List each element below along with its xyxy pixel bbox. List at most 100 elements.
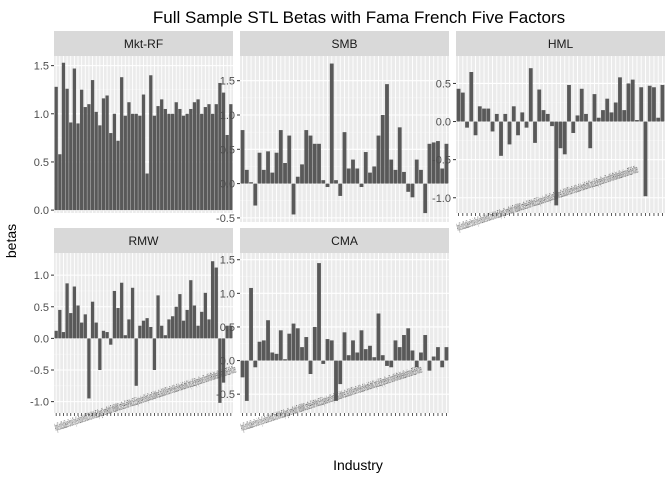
- bar-rlest: [652, 87, 656, 122]
- bar-drugs: [98, 338, 102, 370]
- panel-mkt-rf: Mkt-RF 0.0 0.5 1.0 1.5: [34, 31, 233, 217]
- bar-hardw: [178, 108, 182, 211]
- bar-rubbr: [516, 121, 520, 136]
- bar-hshld: [490, 121, 495, 132]
- bar-bldmt: [308, 360, 313, 375]
- bar-guns: [145, 318, 149, 339]
- bar-fun: [266, 320, 270, 361]
- bar-mines: [571, 121, 576, 133]
- bar-soda: [61, 332, 66, 339]
- y-tick-label: 0.0: [34, 333, 49, 345]
- bar-paper: [402, 171, 406, 184]
- panel-cma: CMA-0.50.00.51.01.5 AgricFoodSodaBeerSmok…: [216, 228, 449, 434]
- bar-books: [270, 172, 275, 184]
- bar-medeq: [94, 322, 98, 339]
- bar-fin: [440, 360, 445, 368]
- bar-guns: [346, 168, 351, 184]
- bar-util: [368, 345, 372, 361]
- bar-whlsl: [630, 79, 635, 122]
- bar-chips: [185, 309, 189, 339]
- bar-beer: [253, 183, 258, 206]
- bar-agric: [240, 360, 245, 378]
- panel-smb: SMB -0.5 0.0 0.5 1.0 1.5: [216, 31, 449, 225]
- panel-strip: [240, 31, 449, 56]
- bar-smoke: [257, 152, 262, 184]
- bar-cnstr: [528, 68, 533, 122]
- bar-meals: [423, 335, 428, 361]
- bar-elceq: [329, 340, 334, 361]
- bar-oil: [160, 325, 164, 339]
- bar-rtail: [419, 169, 423, 184]
- panel-strip: [240, 228, 449, 253]
- bar-rlest: [221, 338, 226, 383]
- bar-fin: [440, 168, 445, 184]
- bar-persv: [170, 316, 175, 339]
- bar-fabpr: [321, 180, 326, 184]
- bar-gold: [351, 159, 355, 184]
- bar-mines: [152, 115, 157, 211]
- y-tick-label: 1.0: [220, 288, 235, 300]
- bar-softw: [389, 159, 394, 184]
- bar-soda: [249, 287, 253, 361]
- bar-agric: [54, 86, 58, 211]
- bar-toys: [261, 169, 266, 184]
- bar-clths: [494, 113, 499, 122]
- bar-mach: [325, 339, 330, 361]
- bar-cnstr: [116, 140, 120, 211]
- bar-fin: [656, 117, 661, 122]
- bar-hshld: [83, 107, 87, 211]
- bar-gold: [567, 84, 571, 122]
- bar-agric: [54, 330, 58, 339]
- panel-strip: [54, 228, 233, 253]
- bar-whlsl: [203, 292, 207, 339]
- bar-labeq: [189, 280, 193, 339]
- bar-fabpr: [537, 89, 542, 122]
- bar-telcm: [372, 357, 377, 361]
- bar-softw: [181, 115, 186, 211]
- bar-rtail: [207, 104, 211, 211]
- y-tick-label: 0.5: [220, 322, 235, 334]
- bar-paper: [618, 77, 622, 122]
- bar-books: [486, 108, 491, 122]
- bar-gold: [351, 340, 355, 361]
- bar-txtls: [304, 130, 309, 184]
- bar-ships: [342, 332, 347, 361]
- bar-rlest: [221, 92, 226, 211]
- bar-boxes: [622, 110, 627, 122]
- bar-drugs: [507, 121, 512, 145]
- bar-bussv: [174, 306, 178, 339]
- bar-bldmt: [308, 135, 313, 184]
- bar-aero: [138, 115, 142, 211]
- bar-persv: [592, 94, 597, 122]
- bar-mach: [325, 183, 330, 188]
- y-tick-label: 1.5: [220, 255, 235, 267]
- y-tick-label: -1.0: [432, 193, 451, 205]
- bar-chips: [609, 112, 614, 122]
- bar-rtail: [207, 319, 211, 339]
- bar-whlsl: [203, 107, 207, 211]
- bar-coal: [575, 115, 580, 122]
- bar-aero: [338, 183, 343, 196]
- bar-cnstr: [312, 326, 317, 361]
- y-tick-label: 1.5: [34, 61, 49, 73]
- bar-rubbr: [300, 347, 304, 361]
- bar-txtls: [109, 133, 113, 211]
- bar-cnstr: [312, 143, 317, 184]
- bar-elceq: [545, 113, 550, 122]
- bar-toys: [72, 286, 77, 339]
- y-tick-label: -0.5: [216, 389, 235, 401]
- bar-mines: [355, 352, 360, 361]
- bar-clths: [278, 330, 283, 361]
- bar-telcm: [167, 319, 171, 339]
- bar-clths: [87, 104, 91, 211]
- bar-ships: [342, 132, 347, 184]
- panel-rmw: RMW-1.0-0.50.00.51.0 AgricFoodSodaBeerSmo…: [30, 228, 238, 434]
- bar-food: [244, 360, 249, 401]
- bar-fin: [225, 325, 229, 339]
- bar-other: [660, 84, 665, 122]
- bar-smoke: [69, 313, 73, 339]
- y-tick-label: 0.5: [436, 78, 451, 90]
- y-tick-label: -0.5: [432, 155, 451, 167]
- bar-util: [584, 113, 588, 122]
- bar-hlth: [90, 80, 95, 211]
